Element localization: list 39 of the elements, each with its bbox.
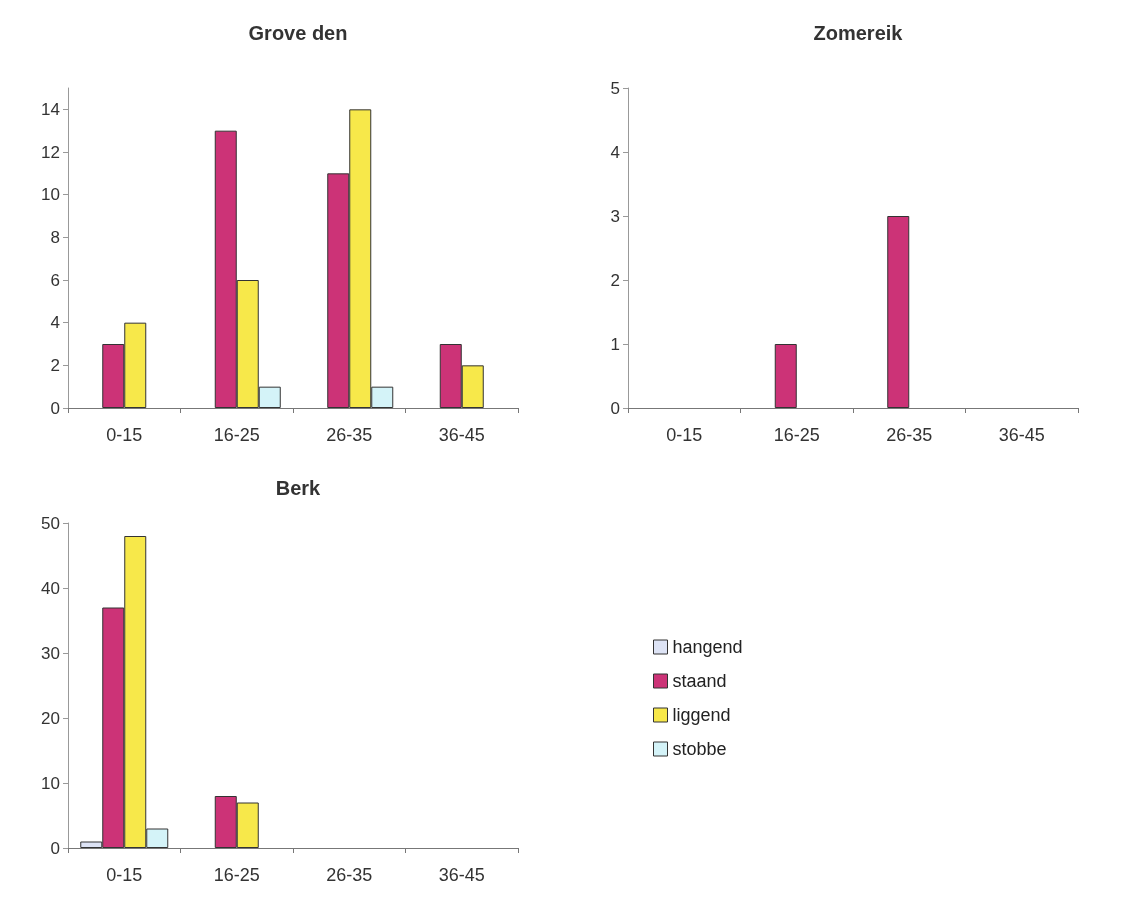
y-tick-label: 14 xyxy=(41,99,60,119)
x-tick-label: 16-25 xyxy=(213,425,260,445)
x-tick-label: 36-45 xyxy=(438,865,485,885)
chart-title: Zomereik xyxy=(813,22,904,44)
x-tick-label: 26-35 xyxy=(326,425,373,445)
legend-label: stobbe xyxy=(672,739,727,759)
y-tick-label: 1 xyxy=(610,334,620,354)
y-tick-label: 2 xyxy=(50,355,60,375)
y-tick-label: 5 xyxy=(610,78,620,98)
y-tick-label: 40 xyxy=(41,578,60,598)
x-tick-label: 0-15 xyxy=(106,425,143,445)
x-tick-label: 26-35 xyxy=(886,425,933,445)
chart-title: Grove den xyxy=(248,22,348,44)
y-tick-label: 0 xyxy=(50,838,60,858)
y-tick-label: 10 xyxy=(41,185,60,205)
legend-label: liggend xyxy=(672,705,731,725)
x-tick-label: 0-15 xyxy=(666,425,703,445)
y-tick-label: 3 xyxy=(610,206,620,226)
y-tick-label: 20 xyxy=(41,708,60,728)
y-tick-label: 4 xyxy=(50,313,60,333)
y-tick-label: 4 xyxy=(610,142,620,162)
y-tick-label: 12 xyxy=(41,142,60,162)
y-tick-label: 8 xyxy=(50,227,60,247)
y-tick-label: 0 xyxy=(610,398,620,418)
x-tick-label: 16-25 xyxy=(213,865,260,885)
legend-label: staand xyxy=(672,671,727,691)
y-tick-label: 2 xyxy=(610,270,620,290)
y-tick-label: 50 xyxy=(41,513,60,533)
x-tick-label: 36-45 xyxy=(998,425,1045,445)
x-tick-label: 26-35 xyxy=(326,865,373,885)
x-tick-label: 0-15 xyxy=(106,865,143,885)
y-tick-label: 6 xyxy=(50,270,60,290)
x-tick-label: 36-45 xyxy=(438,425,485,445)
chart-title: Berk xyxy=(275,477,322,499)
legend-label: hangend xyxy=(672,637,743,657)
y-tick-label: 0 xyxy=(50,398,60,418)
y-tick-label: 10 xyxy=(41,773,60,793)
y-tick-label: 30 xyxy=(41,643,60,663)
x-tick-label: 16-25 xyxy=(773,425,820,445)
